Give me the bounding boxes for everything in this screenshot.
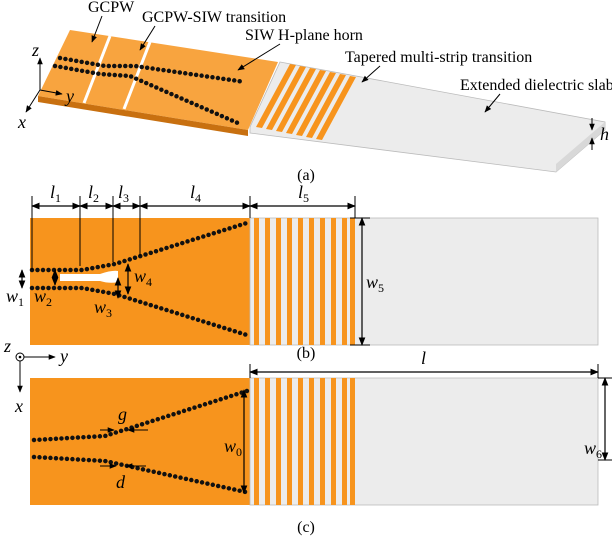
symbol: w (584, 438, 596, 458)
subscript: 3 (106, 306, 112, 320)
dimension-label: w6 (584, 438, 602, 461)
symbol: w (366, 272, 378, 292)
diameter: d (116, 472, 126, 492)
label: Tapered multi-strip transition (345, 49, 532, 66)
panel-c: z y x l g d (c) (3, 336, 612, 536)
caption: (b) (297, 345, 316, 362)
dimension-label: l2 (88, 182, 99, 205)
subscript: 0 (236, 445, 242, 459)
panel-b (22, 196, 598, 345)
subscript: 1 (18, 295, 24, 309)
subscript: 1 (55, 191, 61, 205)
dimension-label: l3 (118, 182, 129, 205)
dimension-label: l5 (298, 182, 309, 205)
subscript: 3 (123, 191, 129, 205)
dimension-label: l1 (50, 182, 61, 205)
label: Extended dielectric slab (460, 77, 612, 94)
symbol: w (94, 297, 106, 317)
axis-label: z (31, 40, 39, 60)
subscript: 4 (195, 191, 201, 205)
dimension-label: w1 (6, 286, 24, 309)
label: GCPW (88, 0, 135, 16)
axis-origin (19, 356, 22, 359)
panel-a: GCPW GCPW-SIW transition SIW H-plane hor… (17, 0, 612, 184)
gap: g (118, 404, 127, 424)
subscript: 6 (596, 447, 602, 461)
symbol: w (34, 286, 46, 306)
symbol: w (224, 436, 236, 456)
figure: GCPW GCPW-SIW transition SIW H-plane hor… (0, 0, 612, 541)
axis-label: y (64, 86, 74, 106)
length: l (421, 348, 426, 368)
axis-label: z (3, 336, 11, 356)
subscript: 4 (146, 275, 152, 289)
subscript: 2 (46, 295, 52, 309)
subscript: 5 (378, 281, 384, 295)
dimension-label: l4 (190, 182, 201, 205)
symbol: w (6, 286, 18, 306)
thickness: h (600, 124, 609, 144)
axis-label: x (17, 112, 26, 132)
symbol: w (134, 266, 146, 286)
label: SIW H-plane horn (245, 27, 363, 44)
substrate (38, 30, 278, 130)
axis-label: x (14, 396, 23, 416)
subscript: 5 (303, 191, 309, 205)
caption: (c) (297, 519, 315, 536)
subscript: 2 (93, 191, 99, 205)
label: GCPW-SIW transition (142, 9, 286, 26)
axis-label: y (58, 346, 68, 366)
